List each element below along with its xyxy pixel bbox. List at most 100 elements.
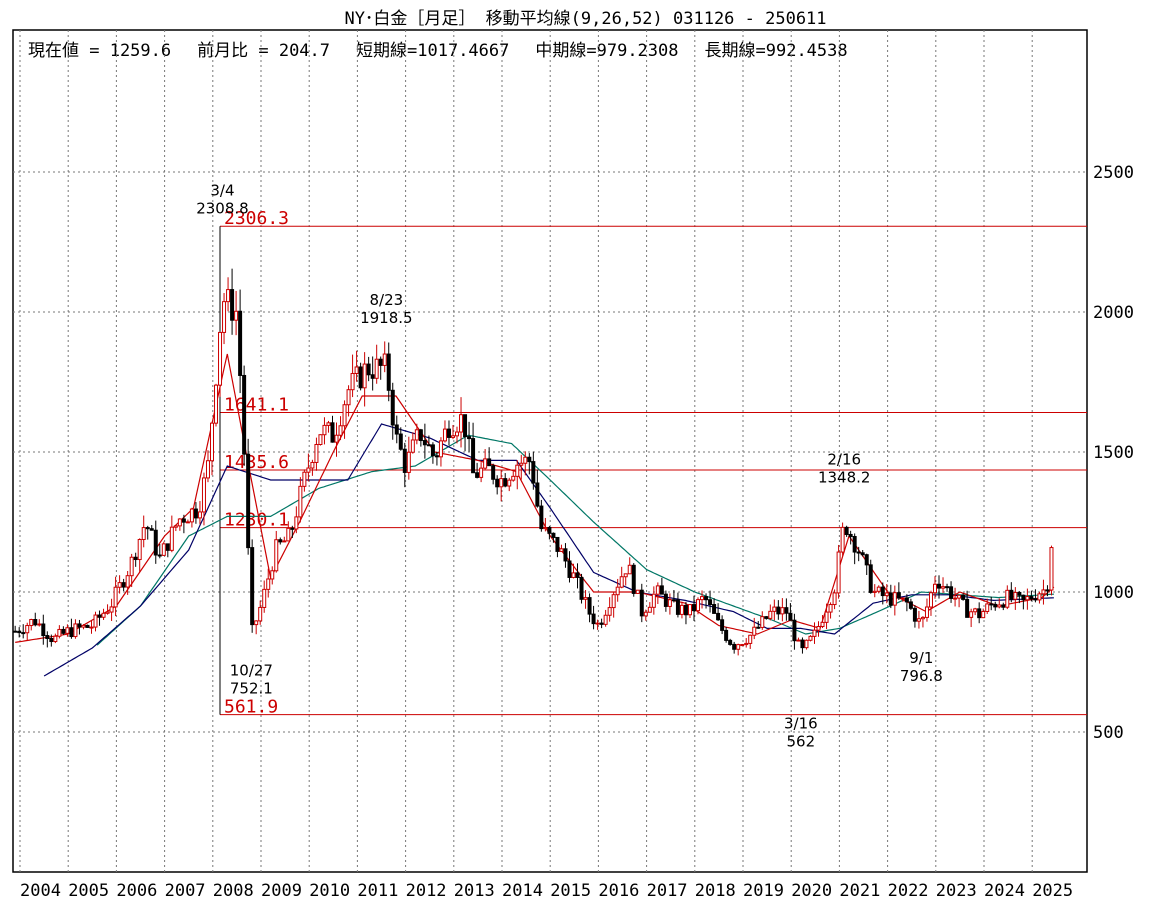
candle-body	[173, 525, 178, 528]
x-tick-label: 2024	[984, 881, 1025, 901]
candle-body	[294, 516, 299, 530]
candle-body	[820, 621, 825, 627]
candle-body	[555, 536, 560, 552]
candle-body	[800, 639, 805, 649]
candle-body	[812, 629, 817, 637]
candle-body	[503, 478, 508, 487]
candle-body	[330, 422, 335, 443]
candle-body	[442, 428, 447, 442]
candle-body	[961, 594, 966, 600]
candle-body	[896, 592, 901, 599]
candle-body	[414, 429, 419, 441]
level-label: 1230.1	[224, 510, 289, 531]
candle-body	[575, 572, 580, 578]
candle-body	[185, 521, 190, 524]
candle-body	[141, 527, 146, 541]
candle-body	[547, 527, 552, 534]
candle-body	[808, 635, 813, 641]
candle-body	[338, 425, 343, 436]
annotation-date: 2/16	[827, 451, 861, 469]
candle-body	[1025, 596, 1030, 601]
candle-body	[776, 606, 781, 615]
level-label: 2306.3	[224, 208, 289, 229]
candle-body	[153, 529, 158, 556]
candle-body	[314, 443, 319, 463]
x-tick-label: 2025	[1032, 881, 1073, 901]
x-tick-label: 2011	[357, 881, 398, 901]
annotation-date: 3/4	[210, 182, 234, 200]
candle-body	[635, 589, 640, 594]
candle-body	[876, 586, 881, 592]
candle-body	[997, 604, 1002, 608]
level-label: 1641.1	[224, 394, 289, 415]
candle-body	[230, 289, 235, 321]
candle-body	[523, 456, 528, 464]
y-tick-label: 2000	[1093, 303, 1134, 323]
candle-body	[169, 526, 174, 551]
candle-body	[234, 310, 239, 321]
candle-body	[455, 431, 460, 437]
candle-body	[1009, 589, 1014, 600]
candle-body	[663, 593, 668, 607]
candle-body	[985, 603, 990, 612]
x-tick-label: 2023	[936, 881, 977, 901]
candle-body	[37, 623, 42, 626]
candle-body	[1029, 596, 1034, 600]
candle-body	[615, 586, 620, 596]
candle-body	[306, 467, 311, 473]
mid-ma-line	[43, 423, 1054, 677]
candle-body	[97, 614, 102, 618]
mid-ma-value: 中期線=979.2308	[535, 41, 679, 61]
candle-body	[334, 434, 339, 443]
candle-body	[129, 556, 134, 577]
candle-body	[551, 532, 556, 538]
candle-body	[1049, 547, 1054, 591]
candle-body	[804, 639, 809, 649]
candle-body	[659, 585, 664, 595]
candle-body	[366, 363, 371, 376]
candle-body	[382, 353, 387, 366]
candle-body	[49, 638, 54, 643]
candle-body	[949, 586, 954, 599]
candle-body	[840, 526, 845, 553]
y-tick-label: 2500	[1093, 163, 1134, 183]
candle-body	[475, 472, 480, 478]
level-lines: 2306.3 1641.1 1435.6 1230.1 561.9	[219, 208, 1087, 718]
candle-body	[483, 458, 488, 469]
candle-body	[732, 643, 737, 650]
candle-body	[736, 644, 741, 650]
candle-body	[282, 540, 287, 543]
candle-body	[209, 422, 214, 462]
annotation-value: 562	[787, 733, 816, 751]
candle-body	[302, 471, 307, 487]
month-change: 前月比 = 204.7	[197, 41, 331, 61]
candle-body	[459, 414, 464, 433]
candle-body	[760, 616, 765, 628]
candle-body	[824, 611, 829, 623]
candle-body	[266, 578, 271, 590]
candle-body	[467, 436, 472, 440]
candle-body	[418, 429, 423, 442]
candle-body	[611, 594, 616, 609]
candle-body	[450, 435, 455, 438]
candle-body	[499, 478, 504, 488]
candle-body	[205, 460, 210, 479]
candle-body	[993, 603, 998, 608]
candle-body	[527, 456, 532, 463]
x-tick-label: 2014	[502, 881, 543, 901]
candle-body	[900, 597, 905, 600]
candle-body	[563, 548, 568, 562]
y-tick-label: 500	[1093, 723, 1124, 743]
candle-body	[932, 583, 937, 594]
annotation-date: 9/1	[909, 649, 933, 667]
candle-body	[342, 404, 347, 427]
candle-body	[362, 363, 367, 389]
annotation-value: 796.8	[900, 667, 943, 685]
candle-body	[748, 634, 753, 644]
candle-body	[65, 627, 70, 634]
candle-body	[627, 564, 632, 575]
candle-body	[402, 448, 407, 473]
candle-body	[246, 453, 251, 549]
x-tick-label: 2006	[116, 881, 157, 901]
